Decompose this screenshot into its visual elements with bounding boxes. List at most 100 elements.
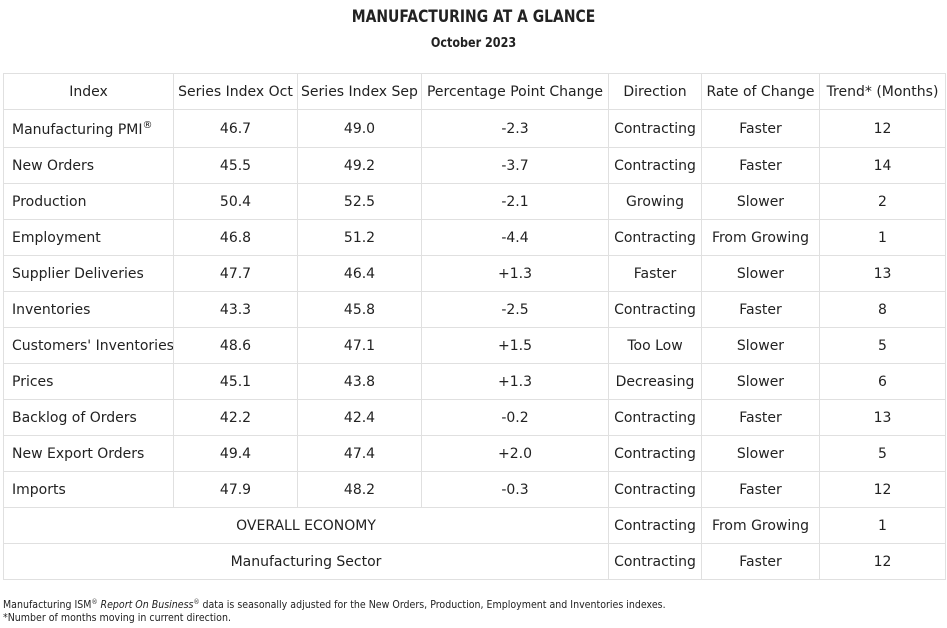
footnote-text-b: data is seasonally adjusted for the New …	[199, 598, 666, 611]
row-rate: Faster	[701, 471, 820, 508]
row-change: +1.3	[421, 255, 609, 292]
row-name: Production	[3, 183, 174, 220]
row-sep: 48.2	[297, 471, 422, 508]
table-row: Backlog of Orders 42.2 42.4 -0.2 Contrac…	[3, 399, 946, 436]
row-direction: Growing	[608, 183, 702, 220]
row-rate: Slower	[701, 435, 820, 472]
footnote-italic: Report On Business	[100, 598, 194, 611]
row-direction: Contracting	[608, 471, 702, 508]
row-oct: 46.8	[173, 219, 298, 256]
row-name: New Export Orders	[3, 435, 174, 472]
row-name: Employment	[3, 219, 174, 256]
header-direction: Direction	[608, 73, 702, 110]
table-row: Customers' Inventories 48.6 47.1 +1.5 To…	[3, 327, 946, 364]
row-change: +1.5	[421, 327, 609, 364]
row-change: -2.3	[421, 109, 609, 148]
table-row: Manufacturing PMI® 46.7 49.0 -2.3 Contra…	[3, 109, 946, 148]
row-oct: 42.2	[173, 399, 298, 436]
row-oct: 46.7	[173, 109, 298, 148]
row-trend: 12	[819, 471, 946, 508]
table-row: Employment 46.8 51.2 -4.4 Contracting Fr…	[3, 219, 946, 256]
registered-mark: ®	[142, 119, 153, 131]
row-name: Supplier Deliveries	[3, 255, 174, 292]
row-trend: 1	[819, 219, 946, 256]
page-title: MANUFACTURING AT A GLANCE	[351, 7, 596, 27]
summary-row-manufacturing-sector: Manufacturing Sector Contracting Faster …	[3, 543, 946, 580]
row-rate: Slower	[701, 363, 820, 400]
row-sep: 42.4	[297, 399, 422, 436]
row-trend: 2	[819, 183, 946, 220]
row-trend: 5	[819, 435, 946, 472]
table-row: New Export Orders 49.4 47.4 +2.0 Contrac…	[3, 435, 946, 472]
row-rate: Faster	[701, 147, 820, 184]
row-sep: 46.4	[297, 255, 422, 292]
page-subtitle: October 2023	[430, 36, 517, 51]
table-row: Inventories 43.3 45.8 -2.5 Contracting F…	[3, 291, 946, 328]
row-oct: 47.9	[173, 471, 298, 508]
row-rate: From Growing	[701, 219, 820, 256]
row-sep: 52.5	[297, 183, 422, 220]
summary-rate: From Growing	[701, 507, 820, 544]
row-oct: 50.4	[173, 183, 298, 220]
header-index: Index	[3, 73, 174, 110]
row-rate: Slower	[701, 255, 820, 292]
row-rate: Faster	[701, 109, 820, 148]
row-name: Inventories	[3, 291, 174, 328]
summary-label: Manufacturing Sector	[3, 543, 609, 580]
row-sep: 45.8	[297, 291, 422, 328]
table-row: New Orders 45.5 49.2 -3.7 Contracting Fa…	[3, 147, 946, 184]
row-rate: Faster	[701, 399, 820, 436]
table-row: Prices 45.1 43.8 +1.3 Decreasing Slower …	[3, 363, 946, 400]
row-trend: 8	[819, 291, 946, 328]
row-oct: 47.7	[173, 255, 298, 292]
summary-direction: Contracting	[608, 507, 702, 544]
summary-direction: Contracting	[608, 543, 702, 580]
row-name: Customers' Inventories	[3, 327, 174, 364]
row-sep: 47.1	[297, 327, 422, 364]
table-row: Supplier Deliveries 47.7 46.4 +1.3 Faste…	[3, 255, 946, 292]
row-oct: 48.6	[173, 327, 298, 364]
row-change: +2.0	[421, 435, 609, 472]
row-sep: 49.0	[297, 109, 422, 148]
row-change: -0.2	[421, 399, 609, 436]
footnote-line-1: Manufacturing ISM® Report On Business® d…	[3, 596, 811, 611]
summary-trend: 12	[819, 543, 946, 580]
row-oct: 49.4	[173, 435, 298, 472]
footnote: Manufacturing ISM® Report On Business® d…	[3, 596, 811, 624]
row-trend: 13	[819, 399, 946, 436]
row-trend: 5	[819, 327, 946, 364]
row-rate: Slower	[701, 327, 820, 364]
row-direction: Contracting	[608, 399, 702, 436]
row-direction: Contracting	[608, 435, 702, 472]
glance-table: Index Series Index Oct Series Index Sep …	[3, 73, 946, 580]
row-direction: Decreasing	[608, 363, 702, 400]
row-change: -3.7	[421, 147, 609, 184]
row-rate: Slower	[701, 183, 820, 220]
header-rate-of-change: Rate of Change	[701, 73, 820, 110]
row-trend: 6	[819, 363, 946, 400]
row-trend: 14	[819, 147, 946, 184]
header-pp-change: Percentage Point Change	[421, 73, 609, 110]
table-row: Production 50.4 52.5 -2.1 Growing Slower…	[3, 183, 946, 220]
row-direction: Contracting	[608, 109, 702, 148]
row-rate: Faster	[701, 291, 820, 328]
row-direction: Contracting	[608, 147, 702, 184]
header-series-sep: Series Index Sep	[297, 73, 422, 110]
row-name: Prices	[3, 363, 174, 400]
row-change: -2.1	[421, 183, 609, 220]
row-change: -2.5	[421, 291, 609, 328]
header-row: Index Series Index Oct Series Index Sep …	[3, 73, 946, 110]
header-series-oct: Series Index Oct	[173, 73, 298, 110]
row-oct: 45.5	[173, 147, 298, 184]
row-name: Imports	[3, 471, 174, 508]
row-direction: Faster	[608, 255, 702, 292]
row-sep: 43.8	[297, 363, 422, 400]
row-change: +1.3	[421, 363, 609, 400]
row-change: -0.3	[421, 471, 609, 508]
row-direction: Contracting	[608, 219, 702, 256]
row-change: -4.4	[421, 219, 609, 256]
row-sep: 51.2	[297, 219, 422, 256]
row-sep: 49.2	[297, 147, 422, 184]
row-trend: 12	[819, 109, 946, 148]
row-direction: Contracting	[608, 291, 702, 328]
